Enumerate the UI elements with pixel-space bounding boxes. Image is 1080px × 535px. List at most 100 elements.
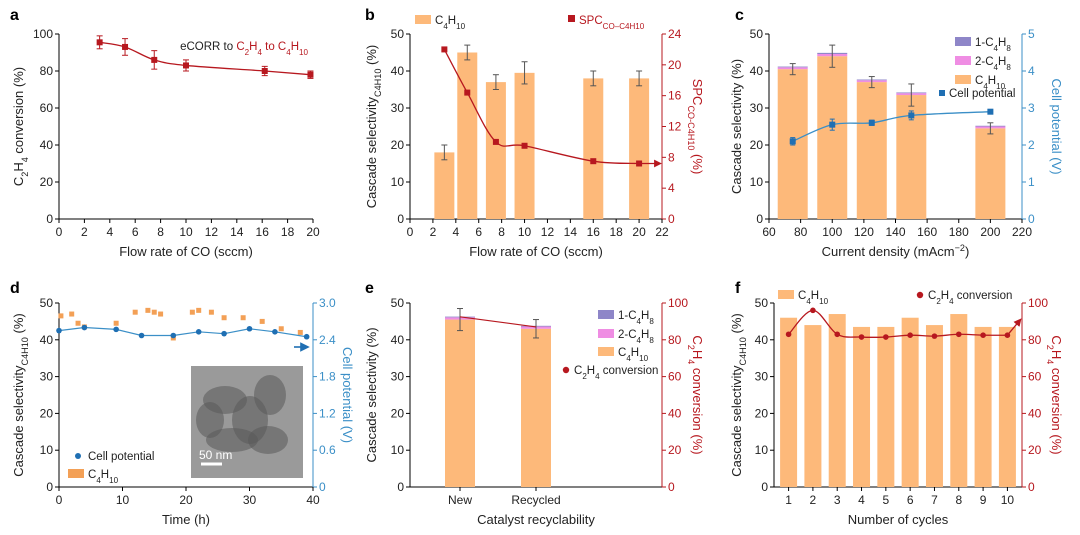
y-tick-label: 80 (668, 333, 682, 347)
x-tick-label: 180 (949, 225, 969, 239)
text-part: eCORR to (180, 41, 236, 53)
text-part: 4 (806, 297, 811, 306)
x-tick-label: 18 (281, 225, 295, 239)
y-tick-label: 0 (668, 212, 675, 226)
text-part: SPC (690, 79, 705, 106)
data-point (636, 160, 643, 167)
data-point (259, 318, 265, 324)
text-part: 4 (994, 44, 999, 53)
text-part: 10 (639, 354, 648, 363)
bar (485, 82, 506, 219)
y-tick-label: 10 (391, 443, 405, 457)
panel-c: c 0 10 20 30 40 50 0 1 2 3 4 5 60 80 100 120 140 160 180 200… (729, 7, 1064, 259)
y-tick-label: 20 (750, 138, 764, 152)
text-part: C4H10 (738, 337, 748, 365)
text-part: H (641, 310, 649, 322)
bar-segment (817, 56, 848, 220)
text-part: Cell potential (V) (340, 347, 355, 443)
y-axis-label: Cascade selectivityC4H10 (%) (729, 313, 748, 476)
bar (629, 78, 650, 220)
y-tick-label: 10 (750, 175, 764, 189)
data-point (492, 138, 499, 145)
text-part: H (448, 15, 456, 27)
y-tick-label: 30 (755, 370, 769, 384)
text-part: 8 (649, 336, 654, 345)
inset-particle (206, 428, 258, 452)
bar (998, 326, 1016, 487)
x-tick-label: 5 (882, 493, 889, 507)
data-point (868, 119, 875, 126)
text-part: H (631, 347, 639, 359)
y-tick-label: 50 (750, 27, 764, 41)
text-part: ) (965, 244, 969, 259)
y-tick-label: 60 (668, 370, 682, 384)
text-part: Cascade selectivity (%) (364, 327, 379, 462)
text-part: Cascade selectivity (364, 96, 379, 208)
x-tick-label: Recycled (511, 493, 560, 507)
data-point (441, 46, 448, 53)
legend-swatch (415, 15, 431, 24)
text-part: 4 (286, 48, 291, 57)
data-point (183, 62, 189, 69)
legend-swatch (598, 310, 614, 319)
x-tick-label: New (448, 493, 472, 507)
y-tick-label: 1 (1028, 175, 1035, 189)
text-part: C (236, 41, 244, 53)
text-part: H (291, 41, 299, 53)
data-point (246, 325, 253, 332)
series-line (443, 49, 640, 165)
bar (950, 314, 968, 487)
data-point (464, 89, 471, 96)
data-point (158, 311, 164, 317)
x-tick-label: 20 (306, 225, 320, 239)
y-tick-label: 3.0 (319, 296, 336, 310)
data-point (908, 112, 915, 119)
text-part: 4 (983, 82, 988, 91)
text-part: 4 (949, 297, 954, 306)
text-part: C4H10 (20, 337, 30, 365)
y2-axis-label: C2H4 conversion (%) (686, 335, 705, 454)
text-part: C (975, 75, 983, 87)
legend-label: C4H10 (798, 290, 829, 306)
data-point (58, 313, 64, 319)
y-tick-label: 20 (668, 443, 682, 457)
data-point (261, 68, 268, 74)
legend-marker (75, 453, 81, 459)
panel-label: c (735, 7, 744, 24)
y-tick-label: 2 (1028, 138, 1035, 152)
text-part: 4 (626, 354, 631, 363)
y-tick-label: 20 (1028, 443, 1042, 457)
x-axis-label: Current density (mAcm−2) (822, 243, 970, 259)
legend-label: 2-C4H8 (975, 56, 1011, 72)
text-part: H (998, 56, 1006, 68)
data-point (240, 315, 246, 321)
y-tick-label: 100 (1028, 296, 1048, 310)
data-point (145, 307, 151, 313)
x-tick-label: 16 (256, 225, 270, 239)
x-tick-label: 6 (132, 225, 139, 239)
text-part: Cascade selectivity (%) (729, 59, 744, 194)
x-tick-label: 160 (917, 225, 937, 239)
x-tick-label: 20 (632, 225, 646, 239)
text-part: C (373, 90, 383, 97)
legend-marker (939, 90, 945, 96)
text-part: 4 (373, 85, 383, 90)
text-part: 10 (456, 22, 465, 31)
text-part: 4 (686, 359, 696, 364)
text-part: 10 (109, 476, 118, 485)
y-tick-label: 30 (750, 101, 764, 115)
data-point (195, 329, 202, 335)
y-tick-label: 100 (668, 296, 688, 310)
text-part: H (373, 79, 383, 86)
y-tick-label: 4 (668, 181, 675, 195)
y-tick-label: 20 (40, 175, 54, 189)
x-tick-label: 3 (834, 493, 841, 507)
text-part: 4 (20, 157, 30, 162)
bar (925, 325, 943, 487)
y-tick-label: 50 (40, 296, 54, 310)
data-point (521, 142, 528, 149)
y-tick-label: 5 (1028, 27, 1035, 41)
legend-swatch (778, 290, 794, 299)
x-tick-label: 16 (587, 225, 601, 239)
x-tick-label: 10 (518, 225, 532, 239)
